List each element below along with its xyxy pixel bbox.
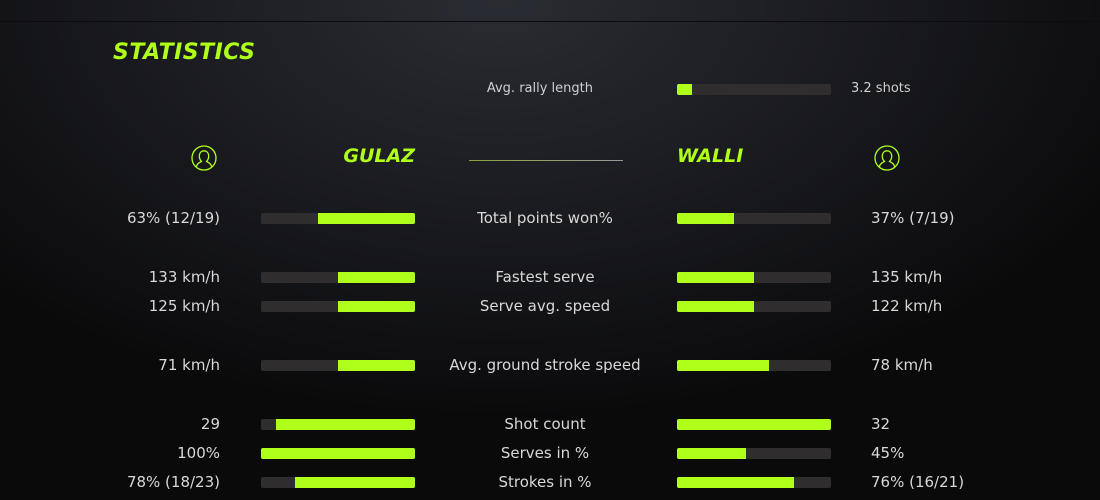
- stat-left-value: 133 km/h: [148, 268, 220, 286]
- stat-right-value: 78 km/h: [871, 356, 933, 374]
- user-icon: [874, 145, 900, 171]
- stat-left-bar: [261, 477, 415, 488]
- stat-left-bar: [261, 301, 415, 312]
- stat-label: Shot count: [504, 415, 586, 433]
- stat-left-value: 100%: [177, 444, 220, 462]
- stat-left-bar: [261, 419, 415, 430]
- stat-left-bar-fill: [276, 419, 415, 430]
- stat-left-bar-fill: [338, 301, 415, 312]
- user-icon: [191, 145, 217, 171]
- stat-right-bar-fill: [677, 477, 795, 488]
- stat-right-bar: [677, 301, 831, 312]
- stat-left-bar: [261, 272, 415, 283]
- stat-right-value: 37% (7/19): [871, 209, 955, 227]
- stat-left-bar: [261, 360, 415, 371]
- player-right-name: WALLI: [677, 145, 744, 167]
- stat-label: Strokes in %: [498, 473, 592, 491]
- rally-label: Avg. rally length: [486, 81, 593, 96]
- stat-left-value: 71 km/h: [158, 356, 220, 374]
- stat-right-bar-fill: [677, 301, 754, 312]
- header-divider: [469, 160, 623, 161]
- stat-left-bar: [261, 213, 415, 224]
- stat-right-value: 32: [871, 415, 891, 433]
- stat-label: Total points won%: [477, 209, 613, 227]
- stat-right-bar-fill: [677, 419, 831, 430]
- stat-right-bar: [677, 213, 831, 224]
- stat-right-bar: [677, 360, 831, 371]
- stat-right-bar-fill: [677, 213, 734, 224]
- stat-left-value: 29: [200, 415, 220, 433]
- stat-right-value: 76% (16/21): [871, 473, 965, 491]
- stat-left-bar-fill: [338, 272, 415, 283]
- rally-bar: [677, 84, 831, 95]
- stat-right-bar: [677, 477, 831, 488]
- rally-bar-fill: [677, 84, 693, 95]
- stat-label: Serves in %: [500, 444, 590, 462]
- player-left-name: GULAZ: [343, 145, 415, 167]
- stat-right-bar: [677, 448, 831, 459]
- stat-right-value: 135 km/h: [871, 268, 943, 286]
- stat-left-value: 125 km/h: [148, 297, 220, 315]
- stat-left-bar-fill: [317, 213, 415, 224]
- stat-right-value: 45%: [871, 444, 905, 462]
- stat-label: Fastest serve: [495, 268, 595, 286]
- page-title: STATISTICS: [113, 40, 256, 65]
- stat-left-bar-fill: [261, 448, 415, 459]
- stat-left-value: 78% (18/23): [126, 473, 220, 491]
- stat-left-bar-fill: [294, 477, 415, 488]
- stat-right-bar-fill: [677, 360, 770, 371]
- top-divider: [0, 21, 1100, 22]
- rally-value: 3.2 shots: [851, 81, 911, 96]
- stat-right-bar-fill: [677, 272, 754, 283]
- stat-left-value: 63% (12/19): [126, 209, 220, 227]
- stat-label: Avg. ground stroke speed: [449, 356, 641, 374]
- stat-right-value: 122 km/h: [871, 297, 943, 315]
- stat-right-bar: [677, 419, 831, 430]
- stat-right-bar: [677, 272, 831, 283]
- stat-right-bar-fill: [677, 448, 747, 459]
- stat-left-bar-fill: [338, 360, 415, 371]
- stat-left-bar: [261, 448, 415, 459]
- stat-label: Serve avg. speed: [479, 297, 611, 315]
